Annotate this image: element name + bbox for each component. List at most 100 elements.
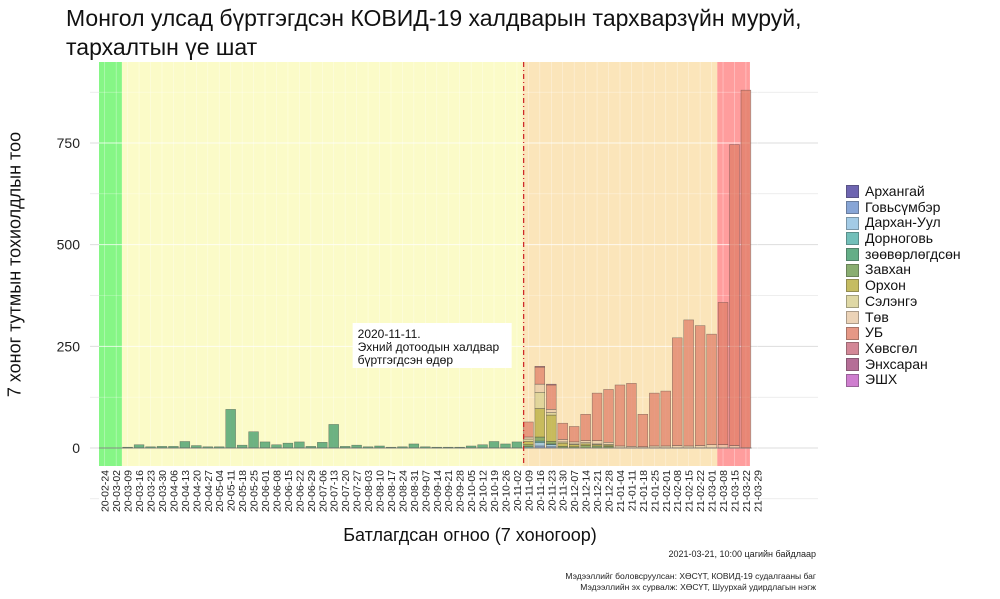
bar-segment	[317, 442, 328, 449]
legend-item: Говьсүмбэр	[846, 199, 961, 216]
bar-segment	[477, 444, 488, 449]
legend-swatch	[846, 326, 859, 340]
legend-label: УБ	[865, 324, 884, 341]
annotation-line-1: 2020-11-11.	[358, 327, 421, 341]
x-axis-label: Батлагдсан огноо (7 хоногоор)	[343, 525, 597, 545]
x-tick-label: 20-05-11	[226, 470, 238, 511]
x-tick-label: 21-01-25	[649, 470, 661, 512]
x-tick-label: 20-12-07	[569, 470, 581, 512]
bar-segment	[259, 441, 271, 449]
legend-item: Дархан-Уул	[846, 215, 961, 231]
phase-band-1	[99, 62, 122, 466]
x-tick-label: 20-06-22	[294, 470, 306, 512]
bar-segment	[408, 443, 420, 449]
legend-swatch	[846, 185, 859, 199]
x-tick-label: 20-10-26	[500, 470, 512, 512]
bar-segment	[523, 444, 534, 448]
bars	[99, 89, 752, 449]
legend-item: Завхан	[846, 262, 961, 278]
bar-segment	[591, 440, 603, 445]
x-tick-label: 20-05-04	[214, 470, 226, 512]
x-tick-label: 21-03-22	[741, 470, 753, 512]
legend-swatch	[846, 279, 859, 293]
x-tick-label: 20-11-23	[546, 470, 558, 511]
bar-segment	[133, 444, 145, 449]
x-tick-label: 20-05-25	[249, 470, 261, 512]
bar-segment	[546, 444, 557, 448]
legend-swatch	[846, 232, 859, 246]
legend-label: Завхан	[865, 261, 912, 278]
bar-segment	[569, 444, 580, 448]
y-tick-label: 0	[72, 440, 80, 456]
legend-label: Хөвсгөл	[865, 339, 918, 356]
legend-swatch	[846, 201, 859, 215]
x-tick-label: 20-11-30	[558, 470, 570, 511]
y-tick-label: 750	[57, 135, 81, 151]
legend-label: Энхсаран	[865, 355, 928, 372]
bar-segment	[236, 444, 248, 449]
bar-segment	[591, 392, 603, 441]
bar-segment	[706, 444, 717, 449]
bar-segment	[626, 383, 637, 447]
x-tick-label: 20-03-23	[146, 470, 158, 512]
legend-item: Сэлэнгэ	[846, 293, 961, 310]
x-tick-label: 20-11-09	[523, 470, 535, 511]
x-tick-label: 20-09-07	[420, 470, 432, 512]
x-tick-label: 21-02-01	[661, 470, 673, 512]
x-tick-label: 20-08-31	[409, 470, 421, 512]
bar-segment	[500, 443, 511, 449]
x-tick-label: 20-07-06	[317, 470, 329, 512]
bar-segment	[557, 442, 568, 447]
x-tick-label: 20-12-14	[581, 470, 593, 512]
bar-segment	[729, 144, 740, 446]
bar-segment	[717, 444, 729, 449]
bar-segment	[546, 441, 557, 445]
bar-segment	[637, 413, 649, 448]
x-tick-label: 20-04-27	[203, 470, 215, 512]
x-tick-label: 20-07-13	[329, 470, 341, 512]
bar-segment	[672, 337, 683, 446]
x-tick-label: 20-06-15	[283, 470, 295, 512]
x-tick-label: 20-03-16	[134, 470, 146, 512]
bar-segment	[546, 384, 557, 410]
x-tick-label: 20-08-10	[375, 470, 387, 512]
bar-segment	[511, 441, 523, 449]
x-tick-label: 20-04-06	[168, 470, 180, 512]
caption-source: Мэдээллийг боловсруулсан: ХӨСҮТ, КОВИД-1…	[565, 571, 816, 593]
bar-segment	[580, 440, 591, 443]
bar-segment	[569, 426, 580, 443]
x-tick-label: 21-03-08	[718, 470, 730, 512]
legend-item: Төв	[846, 309, 961, 326]
bar-segment	[523, 421, 534, 438]
bar-segment	[546, 409, 557, 413]
legend-item: УБ	[846, 324, 961, 341]
bar-segment	[694, 325, 706, 446]
bar-segment	[534, 408, 545, 438]
y-tick-label: 250	[57, 338, 81, 354]
x-tick-label: 20-05-18	[237, 470, 249, 512]
x-tick-label: 20-03-02	[111, 470, 123, 512]
legend-swatch	[846, 357, 859, 371]
x-tick-label: 21-01-04	[615, 470, 627, 512]
x-tick-label: 21-03-29	[752, 470, 764, 512]
bar-segment	[534, 436, 545, 442]
x-tick-label: 20-11-16	[535, 470, 547, 511]
bar-segment	[717, 302, 729, 445]
legend-label: Архангай	[865, 183, 925, 199]
x-tick-label: 20-09-14	[432, 470, 444, 512]
x-tick-label: 20-04-13	[180, 470, 192, 512]
x-tick-label: 20-03-30	[157, 470, 169, 512]
legend-label: зөөвөрлөгдсөн	[865, 245, 961, 262]
annotation-line-2: Эхний дотоодын халдвар	[358, 340, 500, 354]
bar-segment	[271, 444, 282, 449]
x-tick-label: 20-03-09	[123, 470, 135, 512]
bar-segment	[569, 441, 580, 445]
legend-label: Дорноговь	[865, 230, 934, 247]
x-tick-label: 20-10-19	[489, 470, 501, 512]
x-tick-label: 21-02-22	[695, 470, 707, 512]
x-tick-label: 20-10-05	[466, 470, 478, 512]
bar-segment	[179, 441, 191, 449]
x-tick-label: 21-03-15	[729, 470, 741, 512]
x-tick-label: 20-04-20	[191, 470, 203, 512]
